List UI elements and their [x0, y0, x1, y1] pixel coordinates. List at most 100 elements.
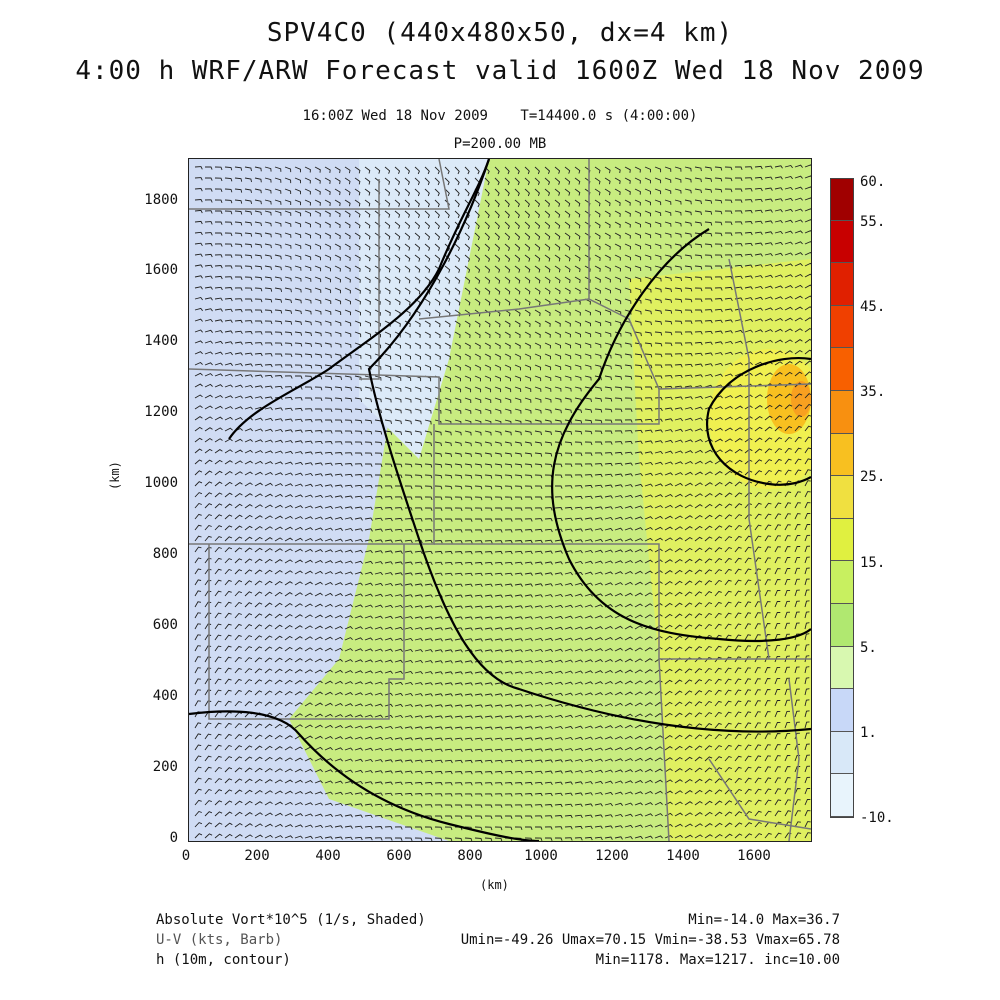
wind-barb [504, 265, 511, 273]
wind-barb [424, 386, 432, 392]
wind-barb [724, 362, 733, 366]
wind-barb [674, 199, 682, 205]
wind-barb [514, 485, 523, 490]
wind-barb [204, 667, 212, 674]
wind-barb [484, 430, 492, 436]
wind-barb [274, 723, 283, 729]
wind-barb [544, 770, 553, 774]
wind-barb [614, 592, 623, 597]
wind-barb [694, 493, 703, 498]
wind-barb [214, 188, 223, 193]
wind-barb [654, 418, 663, 422]
wind-barb [804, 743, 810, 751]
wind-barb [724, 536, 733, 542]
wind-barb [364, 814, 373, 819]
wind-barb [264, 834, 273, 839]
wind-barb [504, 737, 513, 741]
wind-barb [474, 704, 483, 708]
wind-barb [414, 353, 421, 360]
wind-barb [694, 591, 703, 597]
wind-barb [304, 691, 313, 696]
wind-barb [344, 199, 351, 207]
wind-barb [534, 572, 543, 576]
wind-barb [764, 799, 772, 806]
wind-barb [454, 298, 461, 306]
wind-barb [664, 635, 673, 641]
x-axis-label: (km) [480, 878, 509, 892]
wind-barb [804, 799, 811, 806]
wind-barb [304, 527, 313, 531]
wind-barb [444, 561, 453, 566]
wind-barb [724, 297, 733, 302]
wind-barb [344, 287, 351, 294]
wind-barb [544, 408, 552, 414]
wind-barb [634, 177, 641, 184]
wind-barb [664, 746, 673, 751]
wind-barb [804, 469, 811, 476]
wind-barb [684, 331, 693, 335]
wind-barb [344, 517, 353, 521]
wind-barb [734, 788, 742, 795]
wind-barb [384, 331, 391, 338]
wind-barb [744, 297, 753, 301]
wind-barb [254, 701, 263, 707]
wind-barb [264, 254, 272, 260]
wind-barb [694, 265, 703, 270]
wind-barb [454, 177, 460, 186]
wind-barb [534, 737, 543, 741]
wind-barb [304, 188, 311, 195]
wind-barb [314, 549, 323, 553]
wind-barb [384, 507, 393, 511]
wind-barb [574, 232, 581, 240]
wind-barb [394, 320, 401, 327]
wind-barb [554, 199, 561, 207]
wind-barb [484, 782, 493, 786]
wind-barb [774, 404, 783, 410]
wind-barb [344, 803, 353, 807]
wind-barb [764, 612, 771, 619]
wind-barb [444, 386, 452, 393]
wind-barb [244, 363, 253, 367]
wind-barb [194, 470, 203, 476]
wind-barb [514, 704, 523, 708]
wind-barb [234, 449, 243, 454]
wind-barb [344, 386, 353, 392]
wind-barb [664, 221, 672, 227]
wind-barb [444, 540, 453, 544]
wind-barb [674, 745, 683, 751]
wind-barb [714, 481, 723, 487]
wind-barb [464, 232, 470, 241]
wind-barb [674, 221, 682, 227]
wind-barb [204, 221, 213, 225]
wind-barb [474, 616, 483, 620]
wind-barb [394, 615, 403, 620]
wind-barb [754, 678, 761, 685]
wind-barb [474, 715, 483, 719]
wind-barb [204, 777, 212, 784]
wind-barb [434, 550, 443, 555]
wind-barb [214, 297, 223, 301]
wind-barb [364, 781, 373, 785]
wind-barb [274, 701, 283, 707]
boundary-line [788, 678, 800, 841]
wind-barb [304, 440, 313, 444]
wind-barb [624, 780, 633, 784]
wind-barb [754, 744, 762, 751]
wind-barb [274, 342, 283, 347]
wind-barb [614, 669, 623, 674]
wind-barb [634, 331, 642, 337]
wind-barb [534, 626, 543, 631]
wind-barb [354, 320, 362, 327]
wind-barb [524, 386, 532, 393]
wind-barb [484, 540, 493, 544]
wind-barb [334, 571, 343, 575]
wind-barb [774, 722, 781, 729]
wind-barb [194, 231, 203, 236]
wind-barb [414, 331, 421, 338]
wind-barb [714, 265, 723, 269]
wind-barb [784, 677, 790, 685]
wind-barb [694, 439, 703, 443]
wind-barb [334, 836, 343, 840]
wind-barb [724, 210, 733, 215]
wind-barb [194, 689, 201, 696]
